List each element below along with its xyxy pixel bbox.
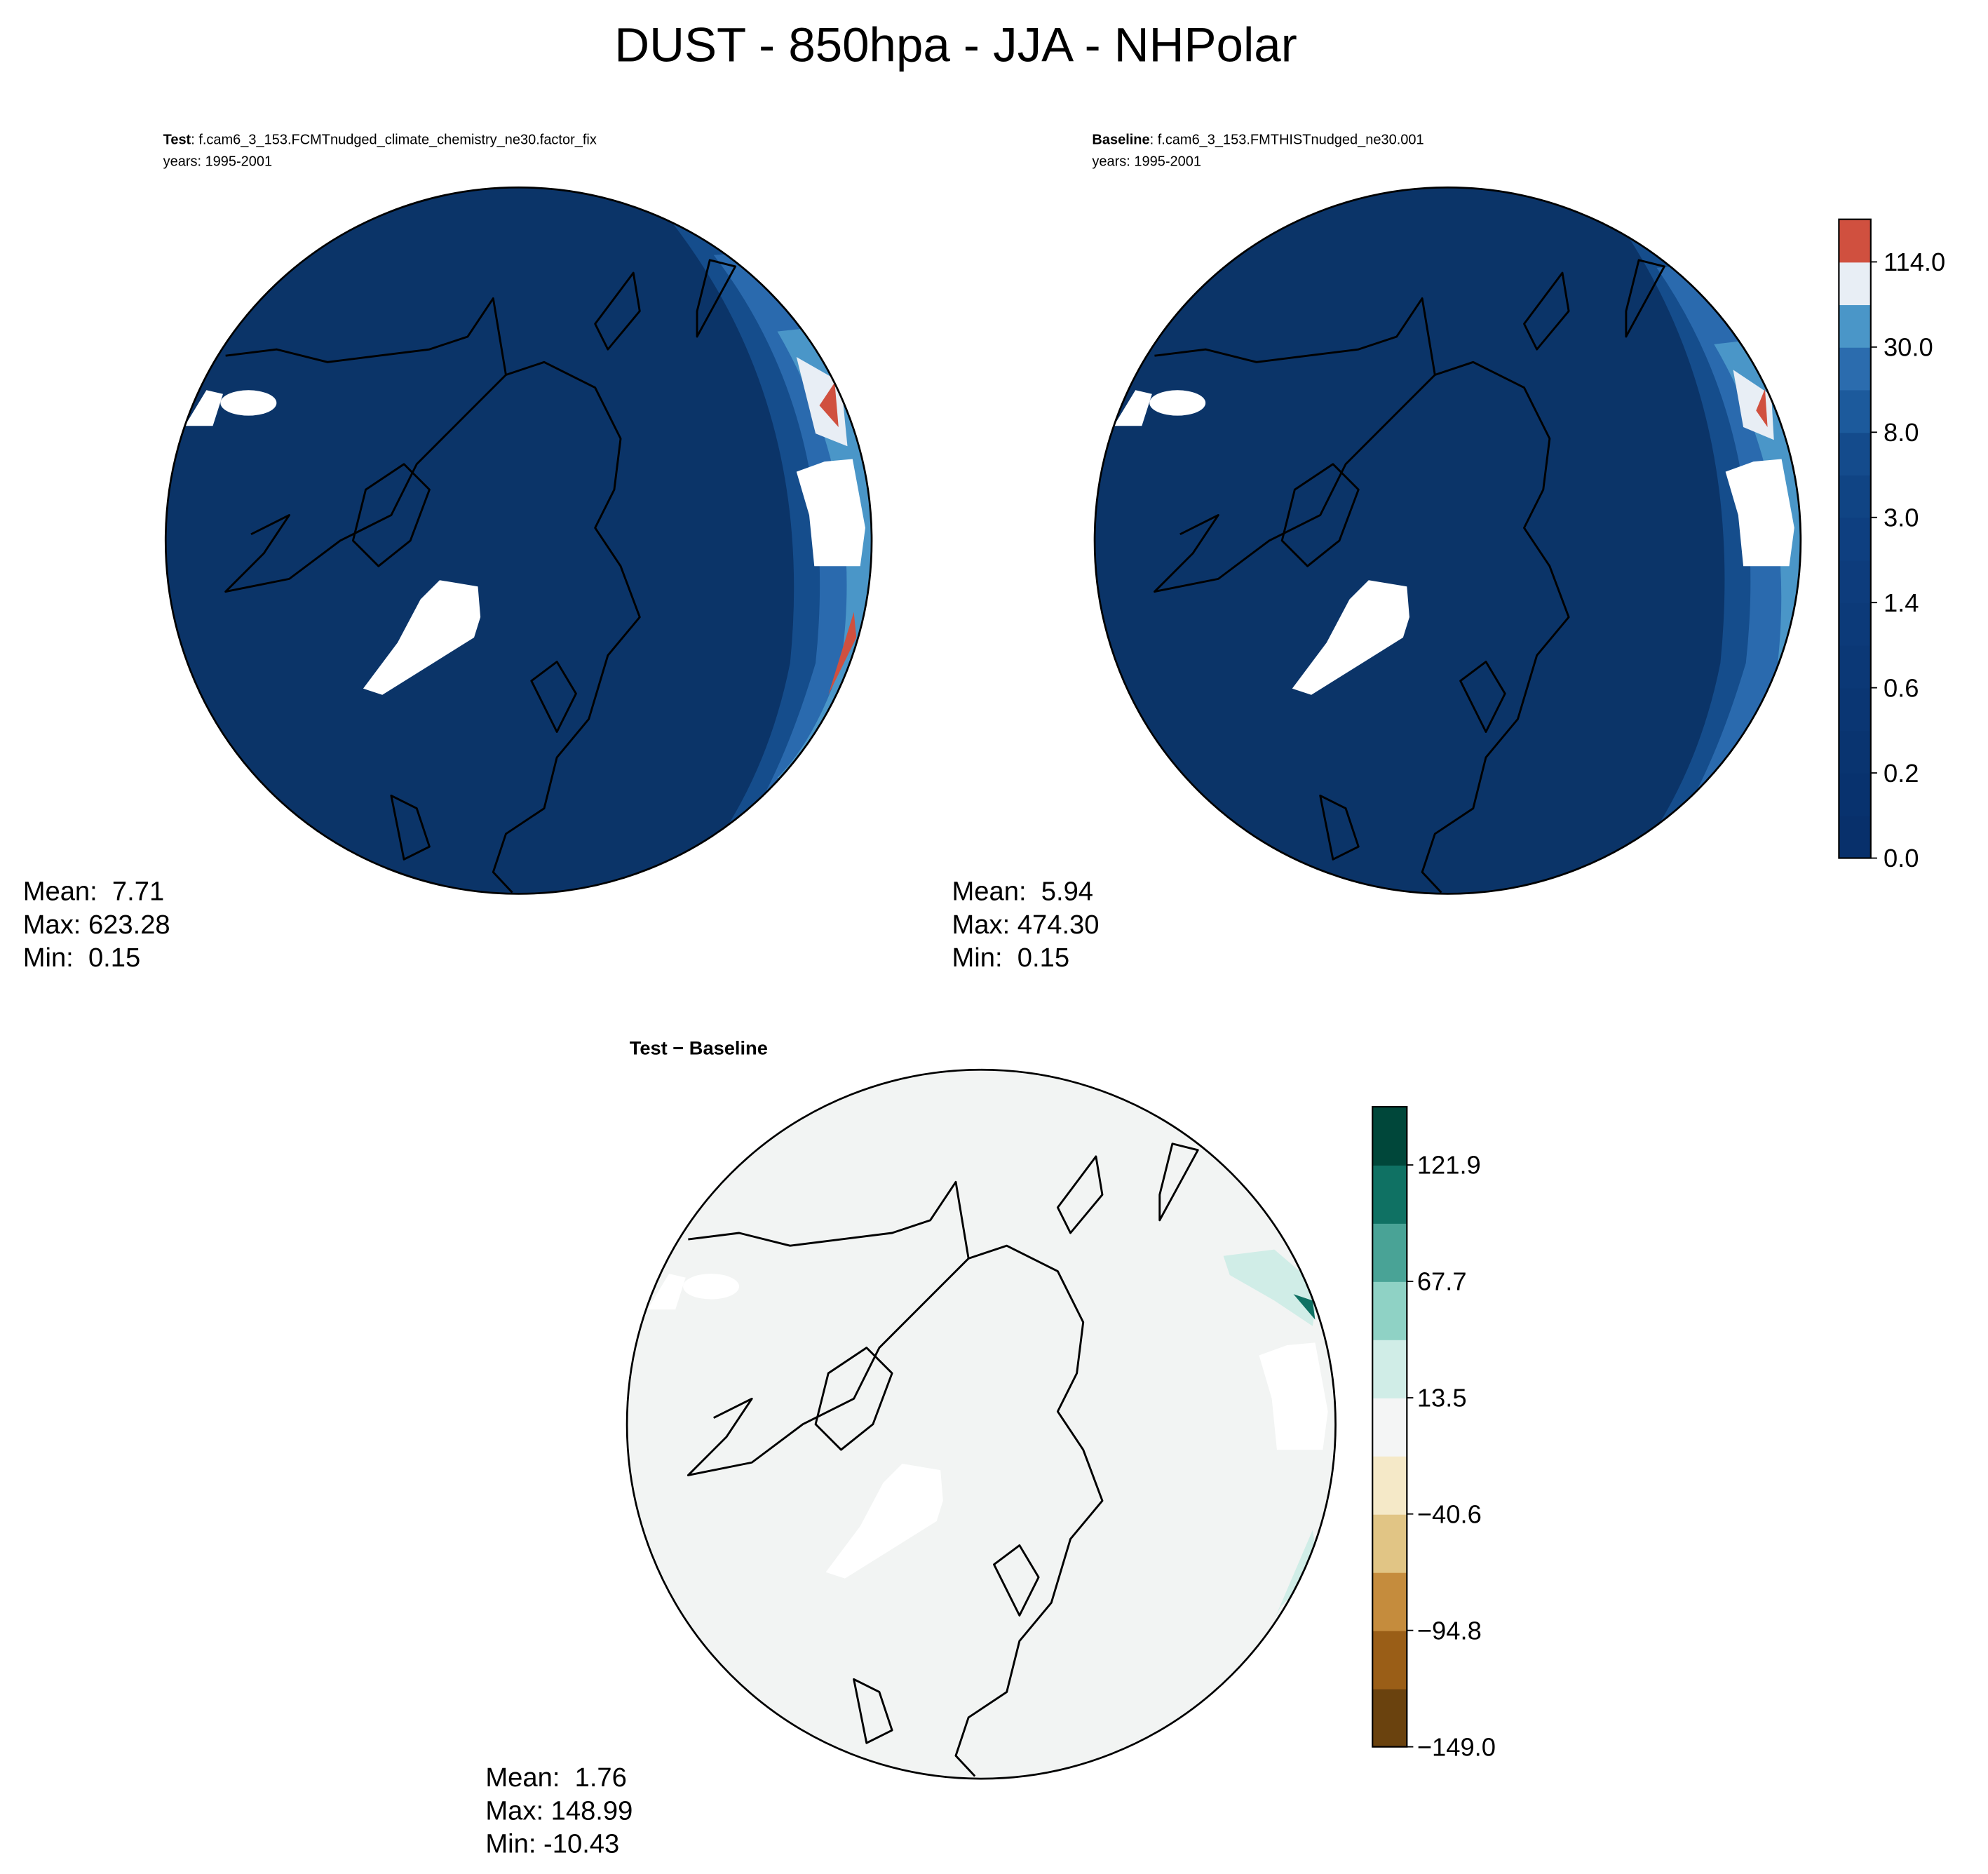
colorbar-tick-label: 3.0 [1884,503,1919,532]
years: years: 1995-2001 [163,154,273,169]
colorbar-tick-label: 67.7 [1417,1267,1467,1296]
stat-line: Mean: 7.71 [23,876,164,906]
colorbar-segment [1372,1107,1407,1166]
colorbar-frame [1372,1105,1408,1748]
colorbar-segment [1839,475,1871,518]
colorbar-segment [1372,1397,1407,1457]
stat-line: Max: 148.99 [485,1795,633,1826]
colorbar-segment [1839,602,1871,646]
colorbar-segment [1372,1688,1407,1748]
stat-line: Max: 623.28 [23,910,170,940]
panel-label: Test [163,132,191,147]
colorbar-segment [1839,262,1871,306]
colorbar-tick-label: 0.6 [1884,673,1919,702]
map-difference [627,1070,1336,1779]
colorbar-tick-label: 114.0 [1884,248,1945,276]
colorbar-tick-label: −94.8 [1417,1616,1482,1645]
colorbar-segment [1372,1455,1407,1515]
colorbar-segment [1839,560,1871,604]
colorbar-tick-label: 30.0 [1884,333,1933,362]
colorbar-segment [1372,1281,1407,1340]
stat-line: Mean: 1.76 [485,1762,626,1793]
years: years: 1995-2001 [1092,154,1201,169]
case-name: : f.cam6_3_153.FMTHISTnudged_ne30.001 [1150,132,1424,147]
colorbar-segment [1372,1572,1407,1631]
colorbar-segment [1372,1164,1407,1224]
stat-line: Min: 0.15 [952,943,1070,973]
colorbar-tick-label: 121.9 [1417,1151,1481,1180]
colorbar-segment [1839,687,1871,732]
colorbar-tick-label: 0.0 [1884,844,1919,872]
colorbar-segment [1372,1339,1407,1398]
panel-label: Baseline [1092,132,1149,147]
colorbar-tick-label: −149.0 [1417,1732,1496,1761]
stat-line: Max: 474.30 [952,910,1100,940]
colorbar-segment [1839,219,1871,263]
colorbar-segment [1839,304,1871,348]
colorbar-segment [1839,517,1871,561]
colorbar-tick-label: −40.6 [1417,1499,1482,1528]
colorbar-tick-label: 13.5 [1417,1384,1467,1413]
stat-line: Mean: 5.94 [952,876,1093,906]
map-test [165,187,872,894]
panel-label: Test − Baseline [630,1037,768,1058]
colorbar-tick-label: 8.0 [1884,418,1919,447]
colorbar-segment [1372,1514,1407,1573]
figure-title: DUST - 850hpa - JJA - NHPolar [614,17,1297,72]
colorbar-frame [1838,218,1872,859]
colorbar-tick-label: 0.2 [1884,759,1919,788]
colorbar-segment [1839,389,1871,433]
case-name: : f.cam6_3_153.FCMTnudged_climate_chemis… [191,132,597,147]
panel-heading: Baseline: f.cam6_3_153.FMTHISTnudged_ne3… [1092,132,1424,147]
colorbar-segment [1839,346,1871,391]
colorbar-segment [1839,432,1871,476]
colorbar-segment [1839,645,1871,689]
colorbar-segment [1839,773,1871,816]
stat-line: Min: -10.43 [485,1829,619,1859]
colorbar-segment [1839,815,1871,859]
map-baseline [1095,187,1801,894]
colorbar-tick-label: 1.4 [1884,588,1919,617]
colorbar-segment [1372,1630,1407,1690]
panel-heading: Test: f.cam6_3_153.FCMTnudged_climate_ch… [163,132,597,147]
colorbar-segment [1372,1222,1407,1282]
stat-line: Min: 0.15 [23,943,141,973]
colorbars: 0.0 0.2 0.6 1.4 3.0 8.0 30.0 114.0 −149.0 −94.8 −4… [1372,218,1945,1761]
colorbar-segment [1839,730,1871,774]
